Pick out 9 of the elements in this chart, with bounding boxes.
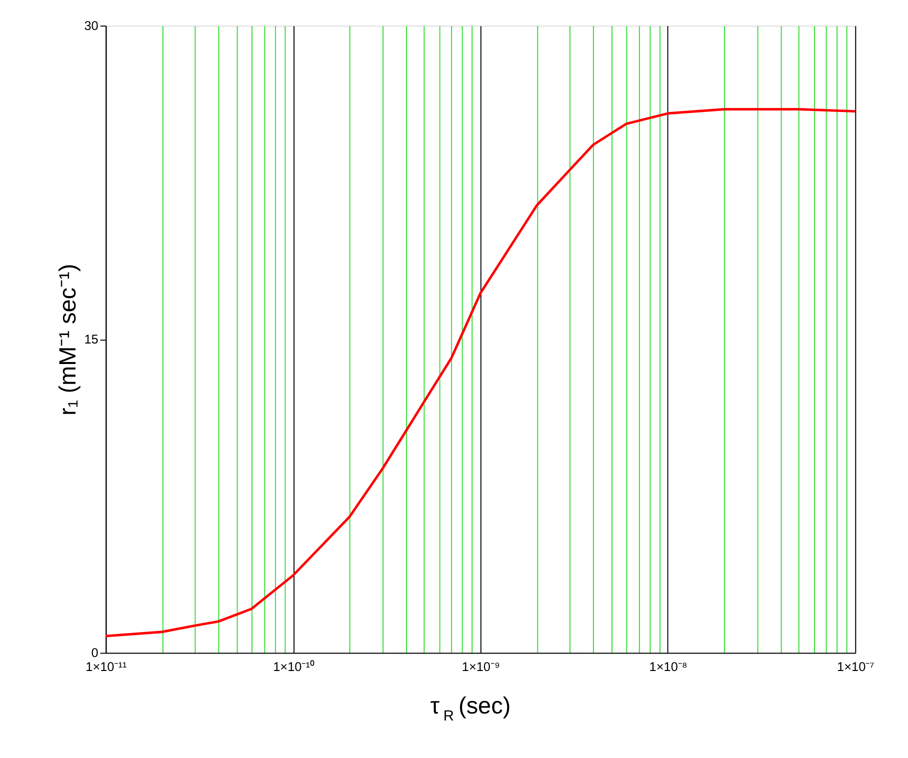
y-tick-label: 0	[91, 645, 98, 660]
x-tick-label: 1×10⁻¹⁰	[273, 658, 315, 674]
y-tick-label: 15	[84, 332, 98, 347]
y-axis-title: r₁ (mM⁻¹ sec⁻¹)	[54, 264, 80, 416]
x-tick-label: 1×10⁻¹¹	[86, 658, 127, 674]
x-tick-label: 1×10⁻⁷	[837, 658, 875, 674]
x-tick-label: 1×10⁻⁸	[649, 658, 688, 674]
y-tick-label: 30	[84, 18, 98, 33]
x-tick-label: 1×10⁻⁹	[462, 658, 500, 674]
